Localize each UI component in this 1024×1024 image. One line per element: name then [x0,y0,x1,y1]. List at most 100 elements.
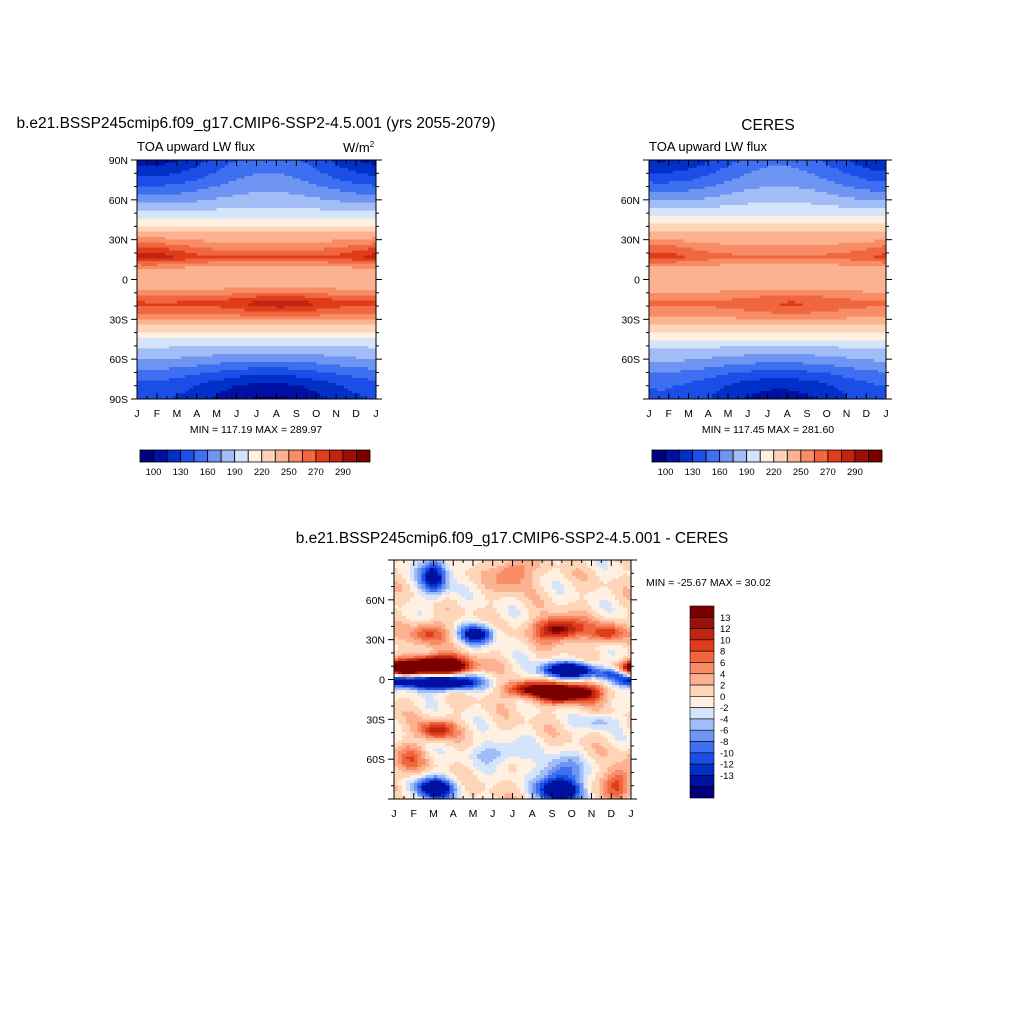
model-cell [216,274,222,278]
model-cell [252,282,258,286]
model-cell [160,229,166,233]
model-cell [144,244,150,249]
model-cell [168,181,174,185]
model-cell [164,292,170,297]
model-cell [168,226,174,230]
model-cell [196,244,202,249]
model-cell [140,178,146,182]
model-cell [176,239,182,243]
model-cell [288,244,293,249]
model-cell [172,239,178,243]
model-cell [228,170,234,174]
model-cell [228,229,234,233]
model-cell [232,223,238,227]
model-cell [292,205,297,209]
model-cell [196,223,202,227]
model-cell [152,221,158,225]
model-cell [244,258,250,262]
model-cell [328,287,333,291]
model-cell [192,202,198,206]
model-cell [144,247,150,251]
model-cell [240,282,246,286]
model-cell [300,175,305,180]
model-cell [188,282,194,286]
model-cell [284,207,289,212]
model-cell [304,207,309,212]
model-cell [364,242,369,246]
model-cell [244,266,250,270]
model-cell [276,183,281,188]
model-cell [324,250,329,254]
model-cell [344,260,349,265]
model-cell [372,202,377,206]
model-cell [316,292,321,297]
model-cell [176,231,182,235]
model-cell [232,244,238,249]
model-cell [232,210,238,214]
model-cell [152,268,158,273]
model-cell [172,234,178,238]
model-cell [288,229,293,233]
model-cell [228,260,234,265]
model-cell [172,223,178,227]
model-cell [316,210,321,214]
model-cell [156,239,162,243]
model-cell [208,162,214,166]
model-cell [332,167,337,172]
model-cell [168,229,174,233]
model-cell [368,207,373,212]
model-cell [236,279,242,283]
model-cell [152,189,158,193]
model-cell [256,279,262,283]
model-cell [200,191,206,196]
model-cell [300,279,305,283]
model-cell [188,290,194,294]
model-cell [344,167,349,172]
model-cell [156,181,162,185]
model-cell [140,260,146,265]
model-cell [268,229,274,233]
model-cell [320,202,325,206]
model-cell [320,255,325,259]
model-cell [256,194,262,198]
model-cell [192,181,198,185]
model-cell [184,210,190,214]
model-cell [232,183,238,188]
model-cell [244,178,250,182]
model-cell [168,260,174,265]
model-cell [148,237,154,241]
model-cell [264,274,270,278]
model-cell [208,197,214,201]
model-cell [220,242,226,246]
model-cell [344,229,349,233]
model-cell [236,234,242,238]
model-cell [196,194,202,198]
model-cell [268,282,274,286]
model-cell [340,205,345,209]
model-cell [260,239,266,243]
model-cell [252,252,258,257]
model-cell [164,189,170,193]
model-cell [184,255,190,259]
model-cell [336,258,341,262]
model-cell [332,255,337,259]
model-cell [156,178,162,182]
model-cell [348,271,353,275]
model-cell [332,284,337,289]
model-cell [200,234,206,238]
model-cell [137,189,142,193]
model-cell [276,175,281,180]
model-cell [324,226,329,230]
model-cell [372,189,377,193]
model-cell [172,181,178,185]
model-cell [140,197,146,201]
model-cell [224,239,230,243]
model-cell [176,287,182,291]
model-cell [340,237,345,241]
model-cell [300,231,305,235]
model-cell [204,215,210,220]
model-cell [228,247,234,251]
model-cell [368,221,373,225]
model-cell [176,213,182,217]
model-cell [244,191,250,196]
